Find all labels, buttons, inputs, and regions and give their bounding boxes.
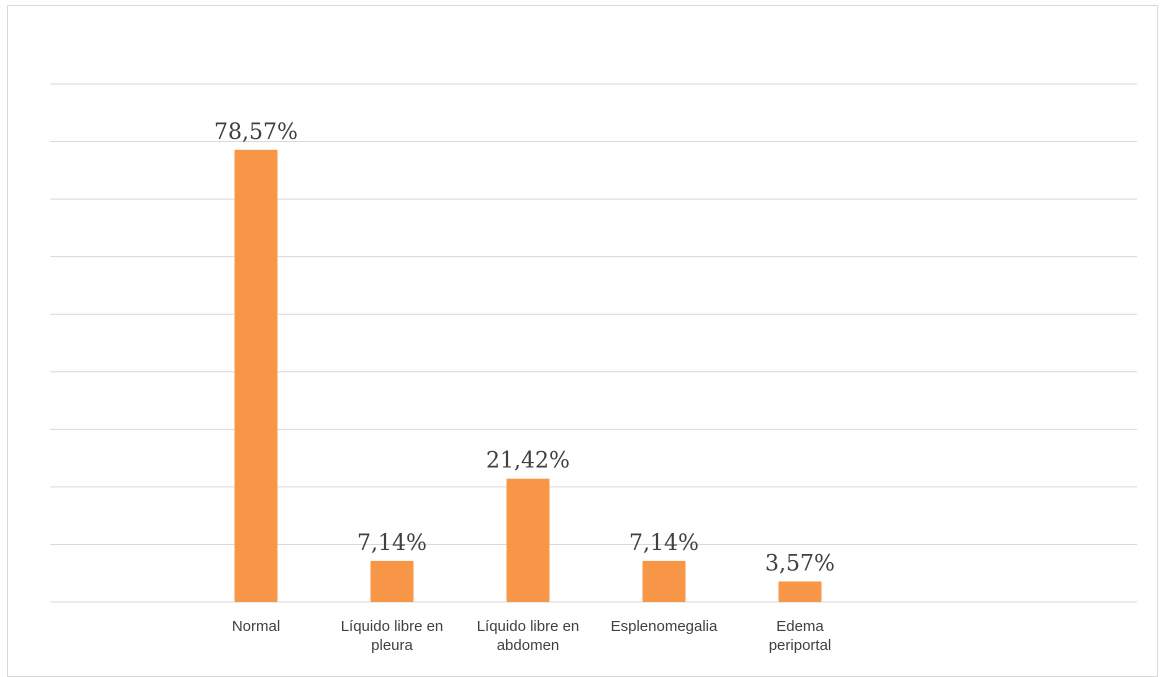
category-label: Normal [232, 618, 280, 635]
data-label: 7,14% [357, 531, 427, 556]
category-label: abdomen [497, 637, 560, 654]
category-labels: Normal Líquido libre en pleura Líquido libr… [232, 618, 831, 654]
data-label: 3,57% [765, 551, 835, 576]
category-label: Líquido libre en [341, 618, 444, 635]
category-label: pleura [371, 637, 413, 654]
category-label: Edema [776, 618, 824, 635]
bar [642, 560, 686, 602]
bar [778, 581, 822, 602]
data-label: 7,14% [629, 531, 699, 556]
data-labels: 78,57% 7,14% 21,42% 7,14% 3,57% [214, 120, 835, 577]
data-label: 21,42% [486, 449, 570, 474]
category-label: Líquido libre en [477, 618, 580, 635]
category-label: Esplenomegalia [611, 618, 718, 635]
chart-area [7, 5, 1158, 677]
gridlines [50, 83, 1137, 603]
bar [234, 149, 278, 602]
data-label: 78,57% [214, 120, 298, 145]
bar [370, 560, 414, 602]
bars [234, 149, 822, 602]
bar [506, 478, 550, 602]
category-label: periportal [769, 637, 832, 654]
